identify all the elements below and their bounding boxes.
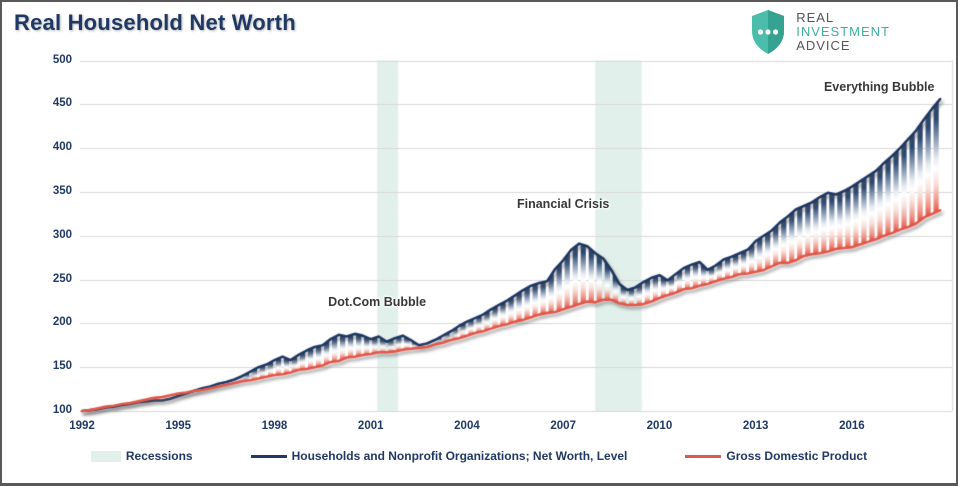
x-tick-label: 2004 bbox=[454, 420, 480, 432]
y-tick-label: 400 bbox=[52, 141, 72, 154]
y-tick-label: 150 bbox=[52, 360, 72, 373]
annotation: Financial Crisis bbox=[516, 197, 610, 212]
y-tick-label: 500 bbox=[52, 53, 72, 66]
x-tick-label: 2016 bbox=[839, 420, 865, 432]
legend-item-gdp: Gross Domestic Product bbox=[685, 449, 867, 463]
annotation: Everything Bubble bbox=[823, 79, 935, 94]
y-tick-label: 300 bbox=[52, 228, 72, 241]
recession-swatch bbox=[90, 450, 121, 462]
x-tick-label: 2007 bbox=[550, 420, 576, 432]
y-tick-label: 100 bbox=[52, 404, 72, 416]
x-tick-label: 1995 bbox=[165, 420, 192, 432]
net-worth-line-swatch bbox=[250, 454, 287, 458]
y-tick-label: 450 bbox=[52, 97, 72, 110]
x-tick-label: 2013 bbox=[742, 420, 769, 432]
x-tick-label: 2010 bbox=[646, 420, 673, 432]
legend: Recessions Households and Nonprofit Orga… bbox=[2, 449, 956, 463]
gdp-line-swatch bbox=[685, 454, 722, 458]
y-tick-label: 350 bbox=[52, 184, 72, 197]
legend-label-net-worth: Households and Nonprofit Organizations; … bbox=[291, 449, 628, 463]
y-tick-label: 200 bbox=[52, 316, 72, 329]
annotation: Dot.Com Bubble bbox=[328, 295, 427, 310]
x-tick-label: 2001 bbox=[357, 420, 384, 432]
x-tick-label: 1998 bbox=[261, 420, 288, 432]
legend-label-recessions: Recessions bbox=[125, 449, 193, 463]
y-tick-label: 250 bbox=[52, 272, 72, 285]
legend-item-recessions: Recessions bbox=[90, 449, 193, 463]
x-tick-label: 1992 bbox=[69, 420, 95, 432]
legend-item-net-worth: Households and Nonprofit Organizations; … bbox=[250, 449, 628, 463]
legend-label-gdp: Gross Domestic Product bbox=[726, 449, 868, 463]
